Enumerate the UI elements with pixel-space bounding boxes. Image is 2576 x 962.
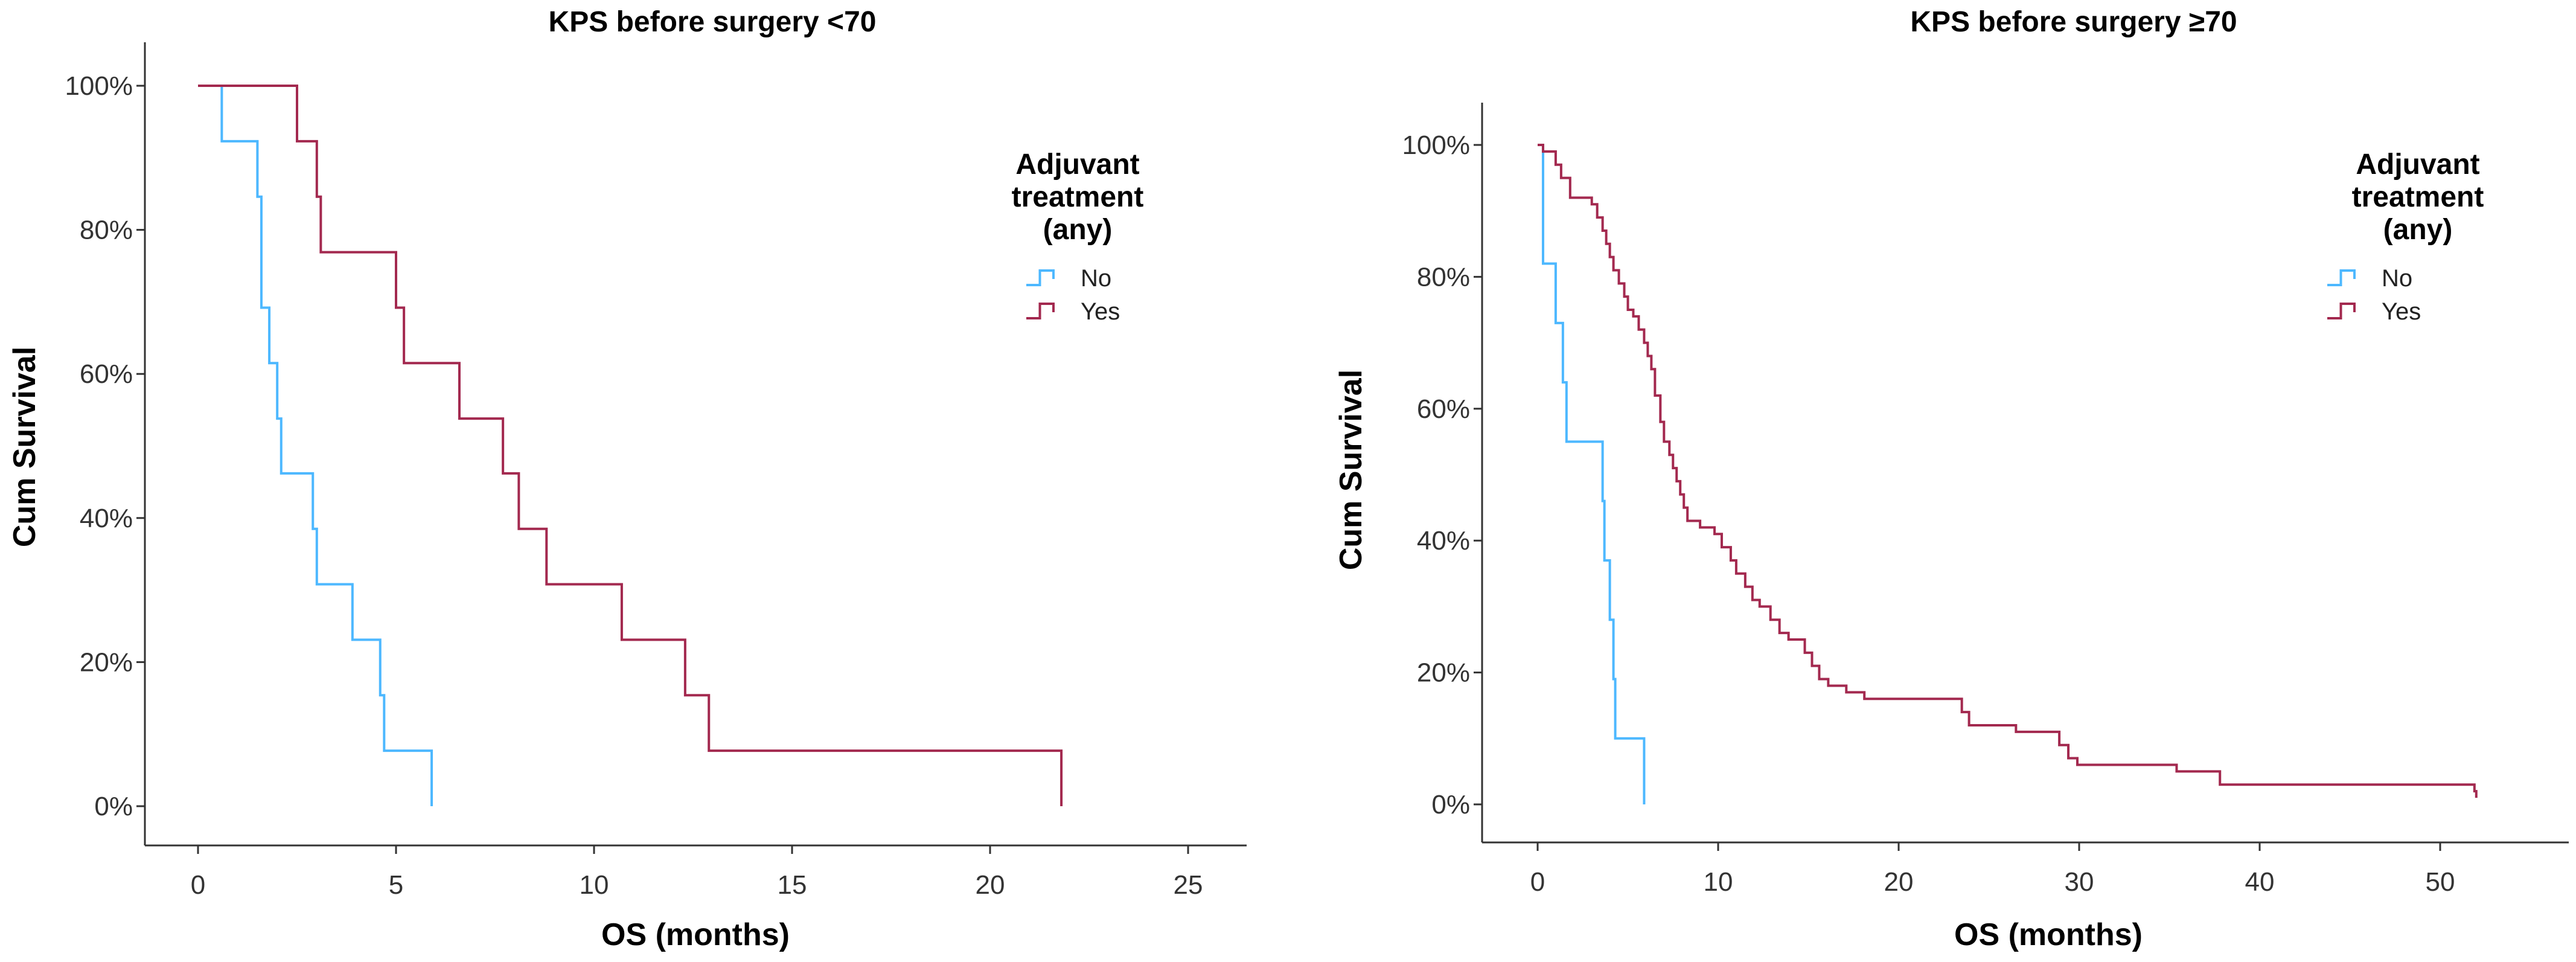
legend: Adjuvant treatment (any) No Yes — [1012, 149, 1144, 325]
y-tick-label: 60% — [1417, 394, 1470, 424]
y-tick-label: 40% — [80, 504, 133, 533]
x-ticks: 0102030405060 — [1530, 842, 2455, 897]
legend-title-line: treatment — [1012, 181, 1144, 213]
x-tick-label: 15 — [778, 870, 807, 900]
legend-entries: No Yes — [2327, 265, 2421, 325]
series-layer — [1538, 144, 2478, 804]
chart-panel-kps-70-or-above: KPS before surgery ≥70 Cum Survival OS (… — [1334, 6, 2569, 952]
survival-curve-yes — [198, 85, 1063, 806]
y-axis-label: Cum Survival — [7, 347, 42, 547]
x-tick-label: 5 — [389, 870, 403, 900]
y-tick-label: 80% — [1417, 262, 1470, 292]
legend-swatch-no — [2327, 269, 2356, 286]
y-tick-label: 100% — [1402, 130, 1470, 160]
y-tick-label: 60% — [80, 359, 133, 389]
x-tick-label: 0 — [191, 870, 205, 900]
chart-title: KPS before surgery <70 — [549, 6, 877, 38]
x-tick-label: 0 — [1530, 867, 1545, 897]
chart-title: KPS before surgery ≥70 — [1910, 6, 2237, 38]
y-tick-label: 20% — [80, 647, 133, 677]
x-tick-label: 25 — [1174, 870, 1203, 900]
legend: Adjuvant treatment (any) No Yes — [2327, 149, 2484, 325]
survival-curve-yes — [1538, 144, 2478, 798]
survival-curve-no — [1538, 144, 1646, 804]
y-tick-label: 0% — [94, 792, 133, 821]
y-tick-label: 20% — [1417, 658, 1470, 688]
x-axis-label: OS (months) — [1954, 917, 2143, 952]
x-tick-label: 50 — [2426, 867, 2455, 897]
legend-label-no: No — [1081, 265, 1111, 292]
legend-entries: No Yes — [1026, 265, 1120, 325]
x-tick-label: 30 — [2065, 867, 2094, 897]
y-ticks: 0% 20% 40% 60% 80% 100% — [1402, 130, 1482, 819]
legend-swatch-no — [1026, 269, 1055, 286]
series-layer — [198, 85, 1063, 806]
x-ticks: 0 5 10 15 20 25 — [191, 845, 1203, 900]
x-tick-label: 10 — [1704, 867, 1733, 897]
y-tick-label: 100% — [65, 71, 133, 101]
legend-label-yes: Yes — [2382, 298, 2421, 325]
x-tick-label: 20 — [976, 870, 1005, 900]
legend-title-line: treatment — [2352, 181, 2484, 213]
y-tick-label: 0% — [1431, 790, 1470, 819]
survival-curve-no — [198, 85, 433, 806]
legend-label-no: No — [2382, 265, 2412, 292]
x-tick-label: 40 — [2245, 867, 2275, 897]
legend-swatch-yes — [2327, 303, 2356, 319]
legend-title-line: Adjuvant — [1015, 149, 1139, 181]
legend-title-line: (any) — [2383, 214, 2453, 246]
y-ticks: 0% 20% 40% 60% 80% 100% — [65, 71, 145, 821]
y-axis-label: Cum Survival — [1334, 370, 1369, 570]
y-tick-label: 40% — [1417, 526, 1470, 556]
x-axis-label: OS (months) — [601, 917, 790, 952]
x-tick-label: 20 — [1884, 867, 1914, 897]
chart-panel-kps-below-70: KPS before surgery <70 Cum Survival OS (… — [7, 6, 1247, 952]
legend-title-line: (any) — [1043, 214, 1113, 246]
legend-title-line: Adjuvant — [2356, 149, 2479, 181]
legend-swatch-yes — [1026, 303, 1055, 319]
x-tick-label: 10 — [580, 870, 609, 900]
y-tick-label: 80% — [80, 216, 133, 245]
legend-label-yes: Yes — [1081, 298, 1120, 325]
